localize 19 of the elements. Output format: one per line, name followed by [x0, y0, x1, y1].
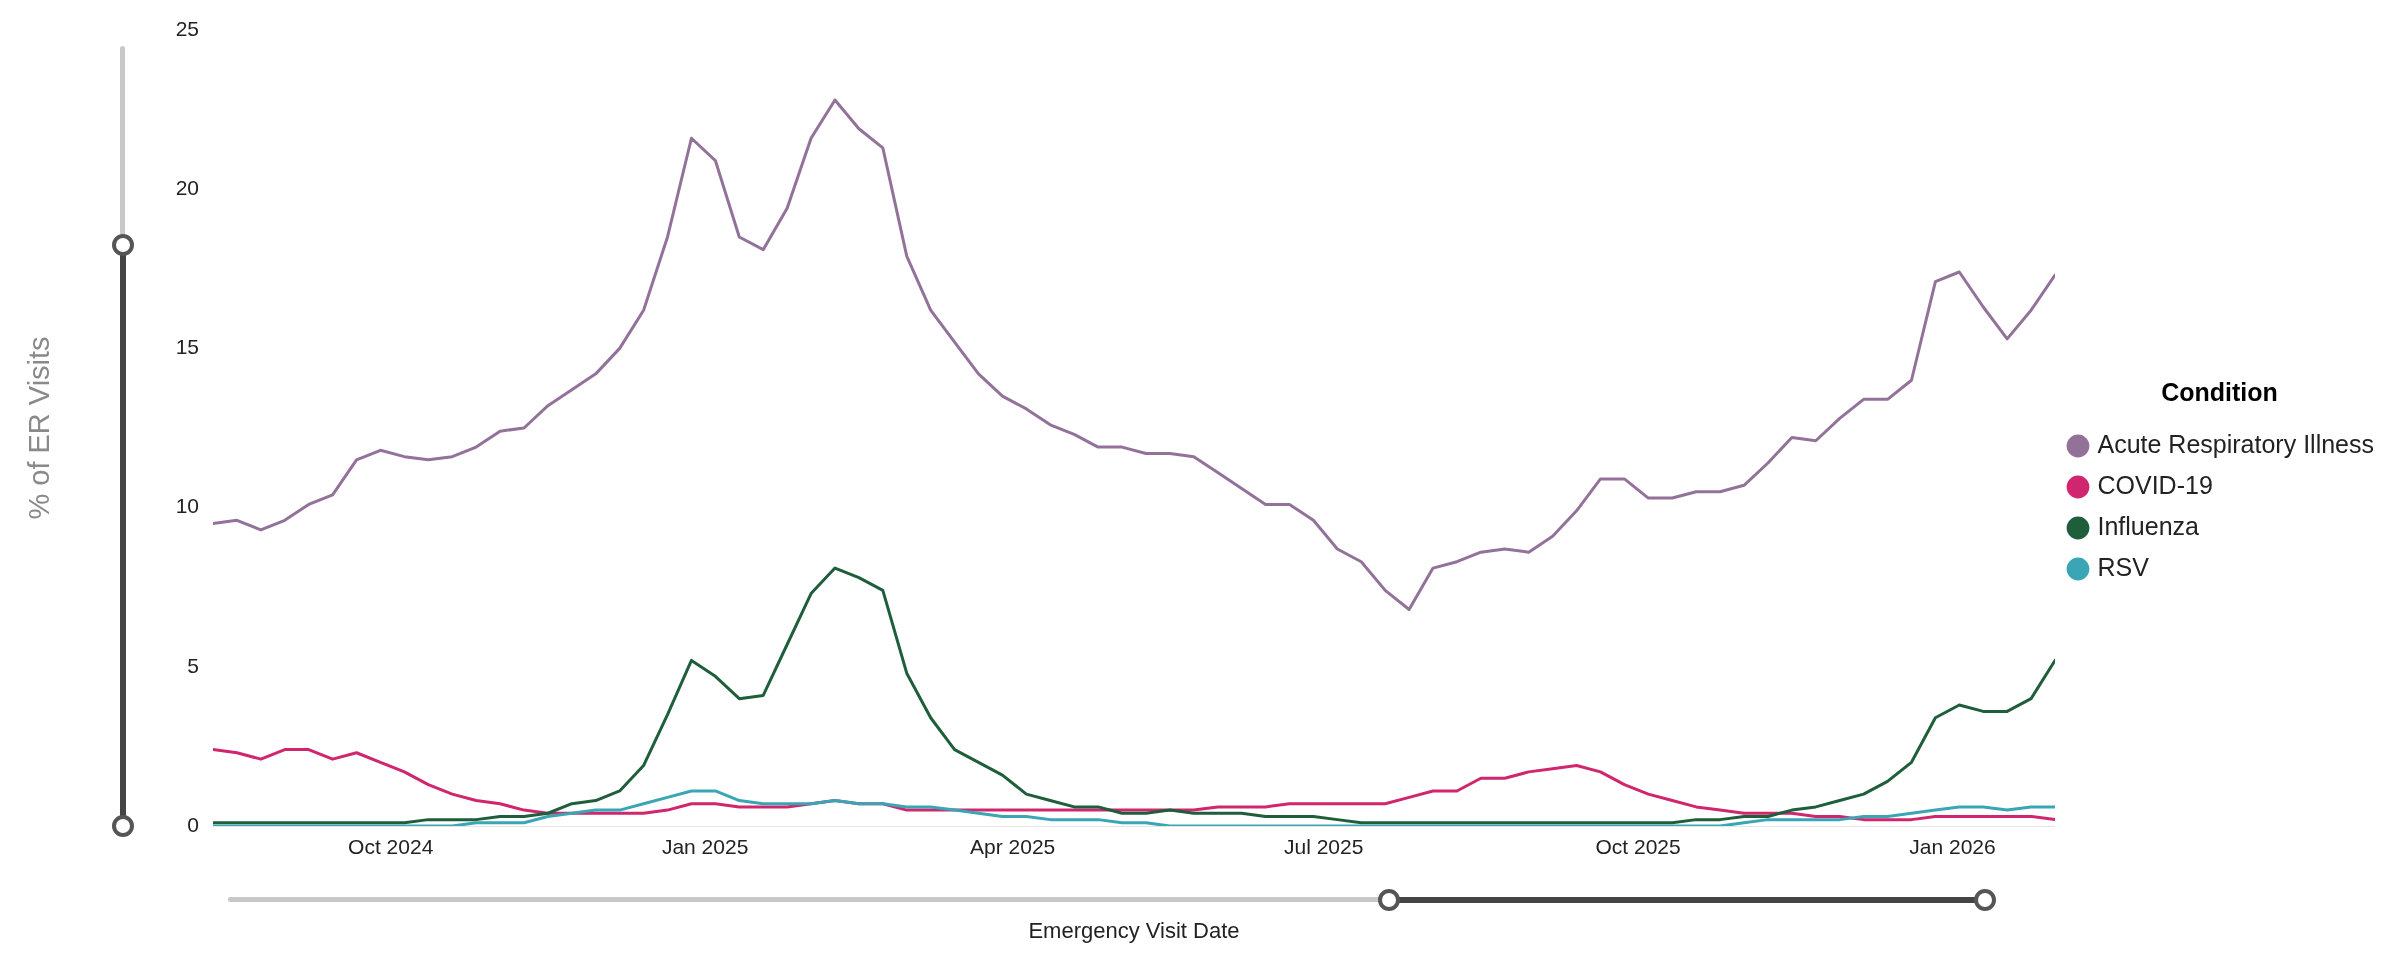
x-tick-label: Jan 2026 — [1909, 835, 1996, 859]
x-tick-label: Jan 2025 — [661, 835, 749, 859]
y-tick-label: 5 — [187, 653, 199, 677]
y-tick-label: 25 — [175, 16, 199, 40]
y-tick-label: 0 — [187, 812, 199, 836]
x-axis-title: Emergency Visit Date — [1028, 917, 1240, 943]
y-tick-label: 15 — [175, 335, 199, 359]
y-axis-title: % of ER Visits — [23, 336, 56, 520]
legend-title: Condition — [2161, 377, 2278, 406]
legend-label: Acute Respiratory Illness — [2097, 429, 2375, 458]
legend-label: Influenza — [2097, 511, 2200, 540]
x-tick-label: Jul 2025 — [1283, 835, 1364, 859]
x-tick-label: Oct 2024 — [348, 835, 434, 859]
y-tick-label: 20 — [175, 176, 199, 199]
legend-label: COVID-19 — [2097, 470, 2213, 499]
x-tick-label: Apr 2025 — [970, 835, 1056, 859]
x-tick-label: Oct 2025 — [1595, 835, 1681, 859]
legend-label: RSV — [2097, 552, 2150, 581]
y-tick-label: 10 — [175, 494, 199, 518]
